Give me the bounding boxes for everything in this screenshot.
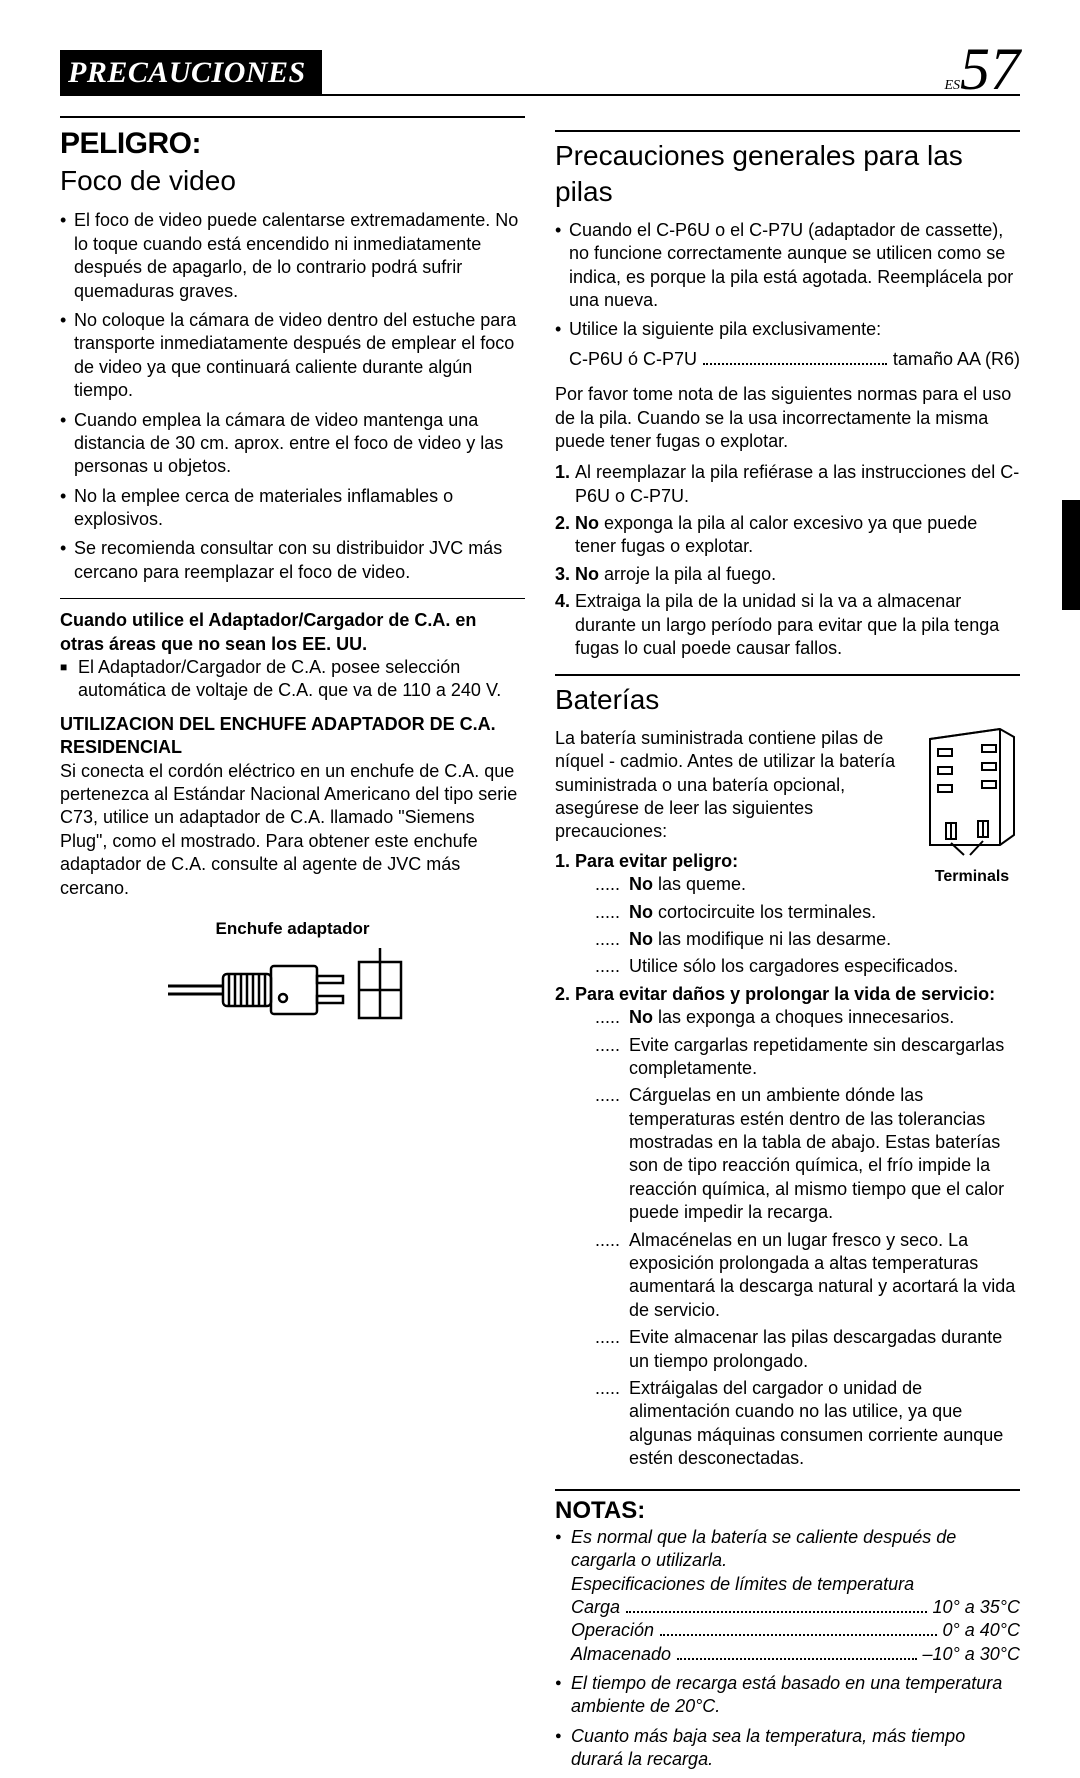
batt-numbered: 1.Para evitar peligro: No las queme. No … bbox=[555, 850, 1020, 1471]
list1-item: No las modifique ni las desarme. bbox=[595, 928, 1020, 951]
general-precautions-title: Precauciones generales para las pilas bbox=[555, 130, 1020, 211]
page-header: PRECAUCIONES ES57 bbox=[60, 40, 1020, 96]
foco-bullet: Se recomienda consultar con su distribui… bbox=[60, 537, 525, 584]
pila-right: tamaño AA (R6) bbox=[893, 348, 1020, 371]
note-item: Es normal que la batería se caliente des… bbox=[555, 1526, 1020, 1666]
num-item: 4.Extraiga la pila de la unidad si la va… bbox=[555, 590, 1020, 660]
list2-item: Evite cargarlas repetidamente sin descar… bbox=[595, 1034, 1020, 1081]
dot-leader bbox=[703, 350, 887, 364]
left-column: PELIGRO: Foco de video El foco de video … bbox=[60, 116, 525, 1778]
right-column: Precauciones generales para las pilas Cu… bbox=[555, 116, 1020, 1778]
temp-row: Almacenado–10° a 30°C bbox=[571, 1643, 1020, 1666]
note-text: Es normal que la batería se caliente des… bbox=[571, 1527, 956, 1570]
edge-tab bbox=[1062, 500, 1080, 610]
temp-row: Carga10° a 35°C bbox=[571, 1596, 1020, 1619]
battery-size-row: C-P6U ó C-P7U tamaño AA (R6) bbox=[555, 348, 1020, 371]
num-item: 3.No arroje la pila al fuego. bbox=[555, 563, 1020, 586]
adapter-warning-bold: Cuando utilice el Adaptador/Cargador de … bbox=[60, 609, 525, 656]
list1-item: No las queme. bbox=[595, 873, 1020, 896]
list1-head: Para evitar peligro: bbox=[575, 851, 738, 871]
pila-left: C-P6U ó C-P7U bbox=[569, 348, 697, 371]
batt-list-2: 2.Para evitar daños y prolongar la vida … bbox=[555, 983, 1020, 1471]
foco-bullets: El foco de video puede calentarse extrem… bbox=[60, 209, 525, 584]
temp-row: Operación0° a 40°C bbox=[571, 1619, 1020, 1642]
list2-item: Cárguelas en un ambiente dónde las tempe… bbox=[595, 1084, 1020, 1224]
foco-bullet: No coloque la cámara de video dentro del… bbox=[60, 309, 525, 403]
note-item: Cuanto más baja sea la temperatura, más … bbox=[555, 1725, 1020, 1772]
list2-item: Evite almacenar las pilas descargadas du… bbox=[595, 1326, 1020, 1373]
list2-head: Para evitar daños y prolongar la vida de… bbox=[575, 984, 995, 1004]
list2-items: No las exponga a choques innecesarios. E… bbox=[575, 1006, 1020, 1470]
gen-numbered: 1.Al reemplazar la pila refiérase a las … bbox=[555, 461, 1020, 660]
gen-bullet: Cuando el C-P6U o el C-P7U (adaptador de… bbox=[555, 219, 1020, 313]
plug-heading: UTILIZACION DEL ENCHUFE ADAPTADOR DE C.A… bbox=[60, 713, 525, 760]
general-bullets: Cuando el C-P6U o el C-P7U (adaptador de… bbox=[555, 219, 1020, 342]
list1-items: No las queme. No cortocircuite los termi… bbox=[575, 873, 1020, 979]
adapter-bullet: El Adaptador/Cargador de C.A. posee sele… bbox=[60, 656, 525, 703]
gen-bullet: Utilice la siguiente pila exclusivamente… bbox=[555, 318, 1020, 341]
note-sub: Especificaciones de límites de temperatu… bbox=[571, 1574, 914, 1594]
notas-heading: NOTAS: bbox=[555, 1489, 1020, 1526]
num-item: 1.Al reemplazar la pila refiérase a las … bbox=[555, 461, 1020, 508]
plug-adapter-icon bbox=[163, 948, 423, 1028]
page-number: 57 bbox=[960, 36, 1020, 102]
num-item: 2.No exponga la pila al calor excesivo y… bbox=[555, 512, 1020, 559]
battery-pack-icon bbox=[924, 727, 1020, 857]
peligro-heading: PELIGRO: bbox=[60, 116, 525, 163]
header-title: PRECAUCIONES bbox=[60, 50, 322, 94]
batt-list-1: 1.Para evitar peligro: No las queme. No … bbox=[555, 850, 1020, 979]
plug-text: Si conecta el cordón eléctrico en un enc… bbox=[60, 760, 525, 900]
foco-title: Foco de video bbox=[60, 163, 525, 199]
page-number-block: ES57 bbox=[944, 45, 1020, 94]
plug-caption: Enchufe adaptador bbox=[60, 918, 525, 940]
list1-item: No cortocircuite los terminales. bbox=[595, 901, 1020, 924]
foco-bullet: El foco de video puede calentarse extrem… bbox=[60, 209, 525, 303]
list2-item: Extráigalas del cargador o unidad de ali… bbox=[595, 1377, 1020, 1471]
list1-item: Utilice sólo los cargadores especificado… bbox=[595, 955, 1020, 978]
list2-item: Almacénelas en un lugar fresco y seco. L… bbox=[595, 1229, 1020, 1323]
baterias-title: Baterías bbox=[555, 674, 1020, 718]
divider bbox=[60, 598, 525, 599]
lang-prefix: ES bbox=[944, 78, 960, 93]
foco-bullet: Cuando emplea la cámara de video manteng… bbox=[60, 409, 525, 479]
notes-list: Es normal que la batería se caliente des… bbox=[555, 1526, 1020, 1772]
adapter-text: El Adaptador/Cargador de C.A. posee sele… bbox=[60, 656, 525, 703]
list2-item: No las exponga a choques innecesarios. bbox=[595, 1006, 1020, 1029]
note-item: El tiempo de recarga está basado en una … bbox=[555, 1672, 1020, 1719]
gen-para: Por favor tome nota de las siguientes no… bbox=[555, 383, 1020, 453]
foco-bullet: No la emplee cerca de materiales inflama… bbox=[60, 485, 525, 532]
